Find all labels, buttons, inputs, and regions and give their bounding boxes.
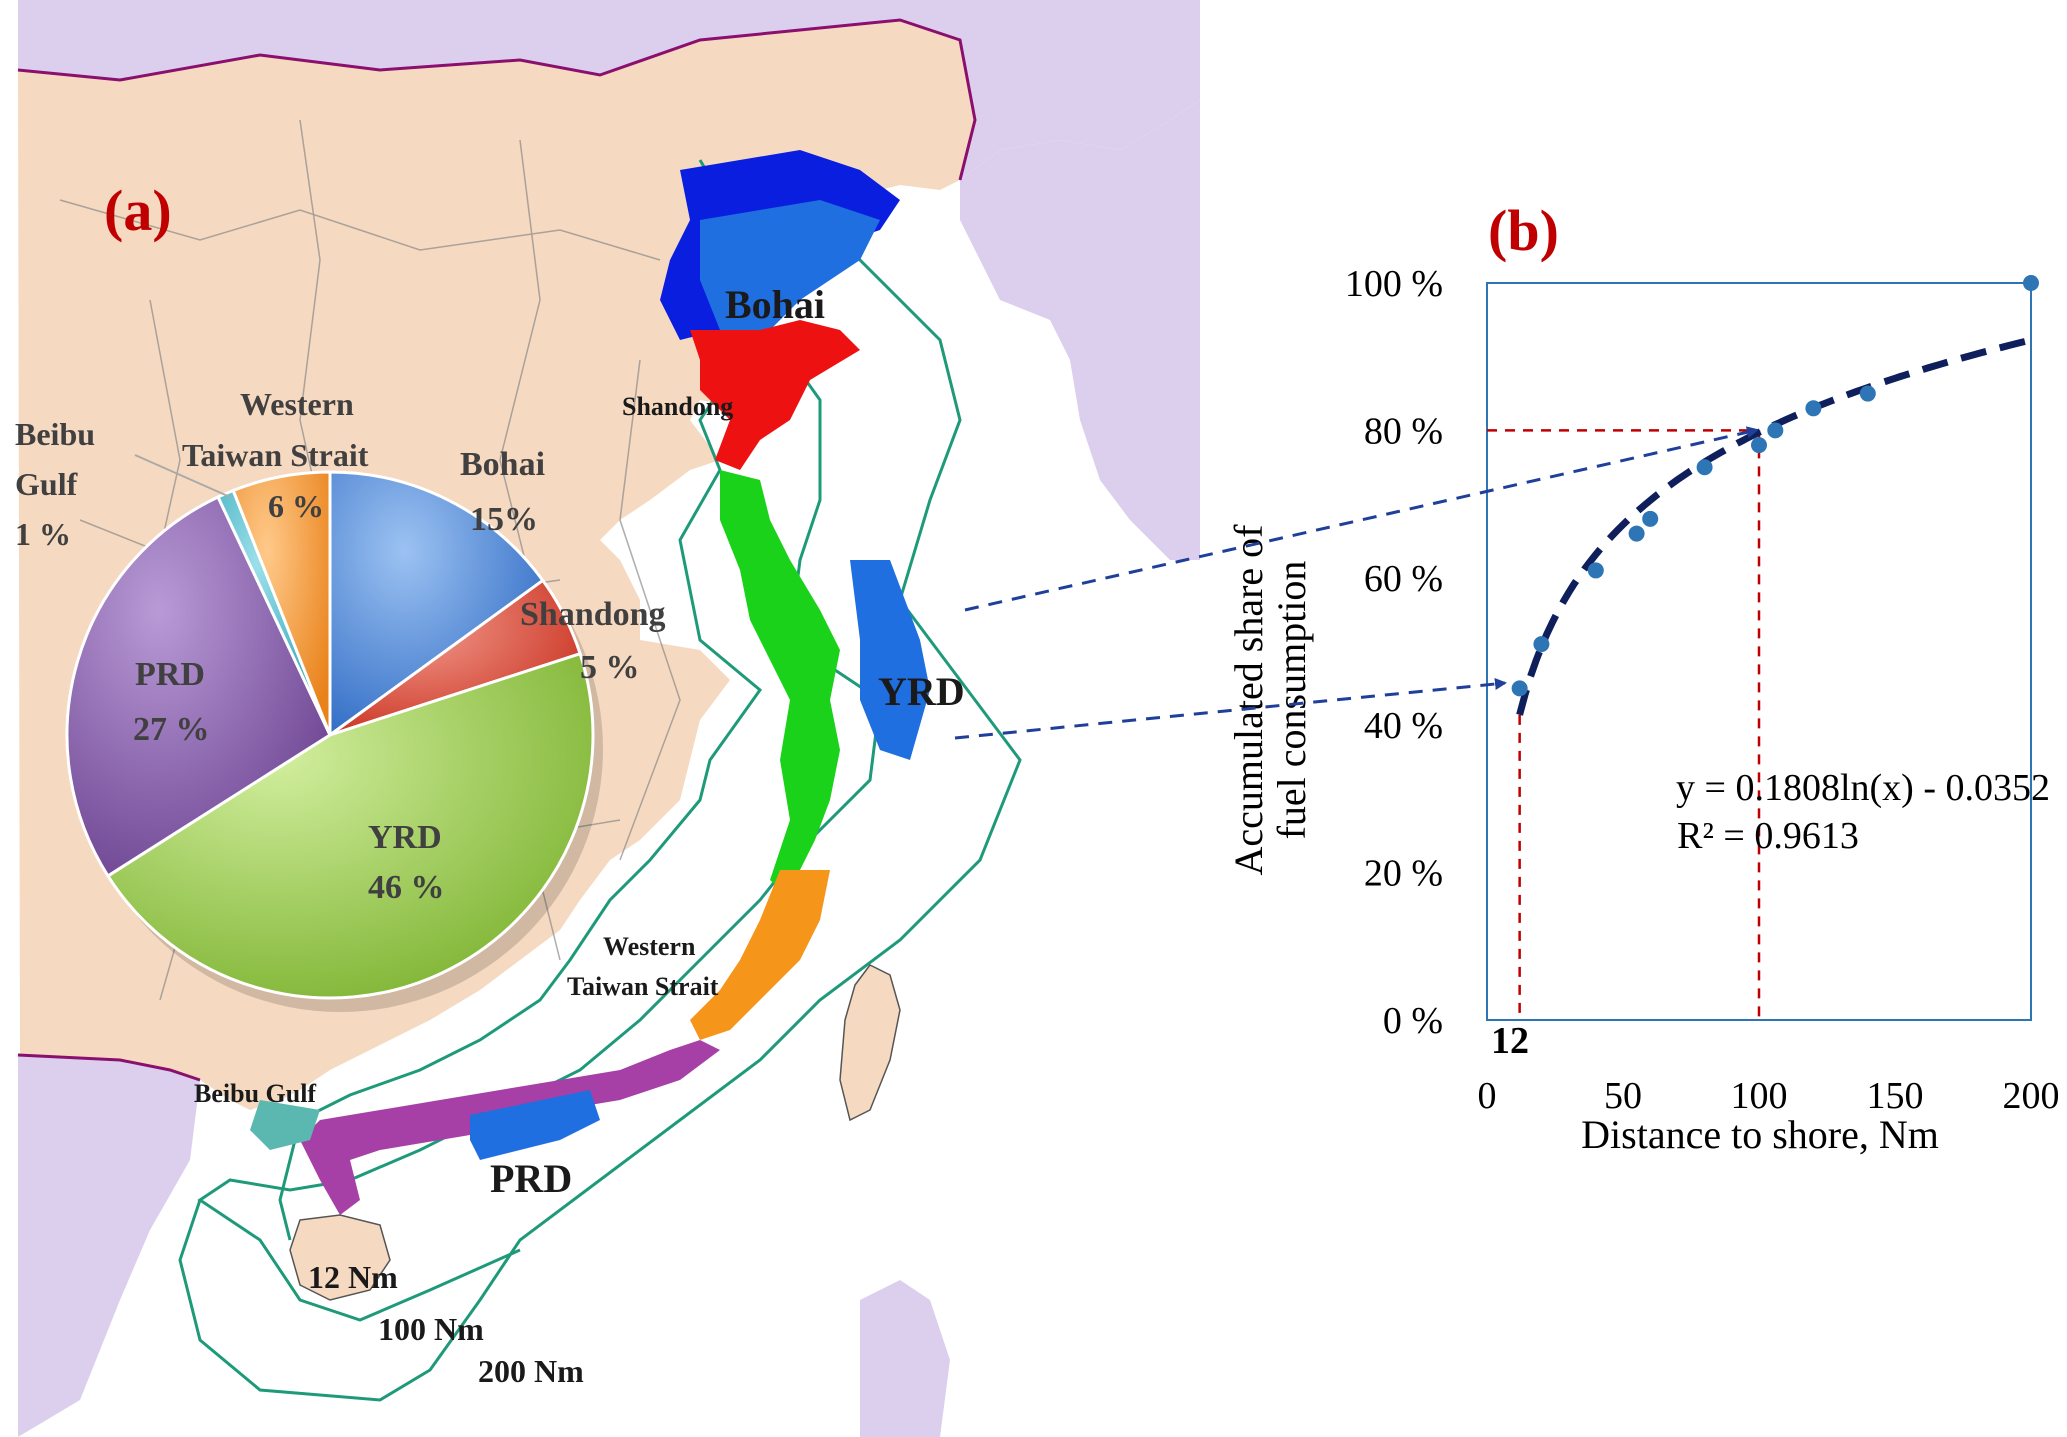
data-point [1587,562,1604,579]
y-tick-label: 20 % [1364,853,1443,895]
map-label-yrd: YRD [878,669,965,714]
data-points [1511,275,2039,697]
southeast-asia-land [18,1055,200,1437]
data-point [1696,459,1713,476]
pie-beibu-leader [134,454,231,498]
map-label-12nm: 12 Nm [308,1259,398,1295]
map-label-100nm: 100 Nm [378,1311,484,1347]
data-point [1751,437,1767,454]
panel-a-letter: (a) [104,178,172,243]
y-tick-label: 80 % [1364,410,1443,452]
pie-slice-prd [65,495,332,878]
y-tick-label: 60 % [1364,558,1443,600]
x-axis-title: Distance to shore, Nm [1581,1112,1939,1157]
wts-band [690,870,830,1040]
yrd-band [720,470,840,900]
pie-label-beibu-line2: Gulf [15,466,78,502]
pie-chart [65,470,603,1012]
pie-label-prd-name: PRD [135,656,205,693]
y-axis-title-line2: fuel consumption [1269,561,1314,840]
data-point [1767,422,1784,439]
fuel-share-chart: (b) 0 % 20 % 40 % 60 % 80 % 100 % 0 50 100 150 20… [1226,198,2060,1157]
x-tick-labels: 0 50 100 150 200 [1478,1075,2060,1117]
y-tick-label: 40 % [1364,705,1443,747]
data-point [2023,275,2039,291]
hainan-island [289,1214,391,1301]
arrow-12nm [954,678,1507,740]
y-axis-title-line1: Accumulated share of [1226,524,1271,876]
coastal-bands [250,150,930,1215]
data-point [1642,510,1659,527]
pie-labels: Bohai 15% Shandong 5 % YRD 46 % PRD 27 %… [15,386,666,906]
panel-b-letter: (b) [1488,198,1559,263]
yrd-box [850,560,930,760]
pie-label-beibu-line1: Beibu [15,416,95,452]
connector-arrows [954,426,1759,740]
pie-slice-western-taiwan-strait [231,470,332,736]
pie-label-yrd-pct: 46 % [368,869,445,906]
beibu-band [250,1100,320,1150]
fit-r-squared: R² = 0.9613 [1677,815,1859,857]
fit-equation: y = 0.1808ln(x) - 0.0352 [1676,767,2050,809]
x-tick-label: 50 [1604,1075,1642,1117]
pie-label-beibu-pct: 1 % [15,516,71,552]
y-tick-label: 0 % [1383,1000,1443,1042]
data-point [1628,525,1645,542]
taiwan-island [839,964,901,1122]
data-point [1805,400,1822,417]
korea-land [960,100,1200,560]
map-label-wts-line2: Taiwan Strait [567,972,719,1001]
zone-200nm [178,179,1022,1402]
x-tick-label: 150 [1867,1075,1924,1117]
x-marker-12-label: 12 [1491,1020,1529,1062]
prd-box [470,1090,600,1160]
shandong-band [690,320,860,470]
zone-100nm [197,169,882,1322]
prd-band [300,1040,720,1215]
arrow-100nm [964,426,1759,612]
map-label-beibu-gulf: Beibu Gulf [194,1079,316,1108]
pie-label-wts-line2: Taiwan Strait [182,437,369,473]
map-label-shandong: Shandong [622,392,733,421]
pie-label-wts-line1: Western [240,386,354,422]
country-borders [17,18,977,1082]
pie-slice-bohai [328,470,545,738]
map-label-wts-line1: Western [603,932,696,961]
pie-label-prd-pct: 27 % [133,711,210,748]
x-tick-label: 200 [2003,1075,2060,1117]
data-point [1859,385,1876,402]
pie-label-shandong-name: Shandong [520,596,666,633]
pie-label-bohai-pct: 15% [470,501,538,538]
map-label-200nm: 200 Nm [478,1353,584,1389]
data-point [1511,680,1528,697]
y-tick-label: 100 % [1345,263,1443,305]
x-tick-label: 100 [1731,1075,1788,1117]
map-label-bohai: Bohai [725,282,825,327]
pie-label-bohai-name: Bohai [460,446,545,483]
bohai-box [700,200,880,340]
data-point [1533,636,1550,653]
guide-lines [1487,429,1761,1020]
pie-label-wts-pct: 6 % [268,488,324,524]
map-label-prd: PRD [490,1156,572,1201]
x-tick-label: 0 [1478,1075,1497,1117]
northern-land [18,0,1200,180]
pie-label-yrd-name: YRD [368,819,442,856]
pie-label-shandong-pct: 5 % [580,649,640,686]
y-tick-labels: 0 % 20 % 40 % 60 % 80 % 100 % [1345,263,1443,1042]
philippines-land [860,1280,950,1437]
pie-slice-yrd [105,651,595,1000]
